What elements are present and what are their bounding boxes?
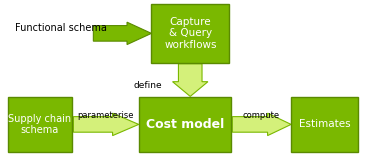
Text: Functional schema: Functional schema (15, 23, 107, 33)
FancyBboxPatch shape (8, 97, 72, 152)
Text: Cost model: Cost model (146, 118, 224, 131)
Polygon shape (73, 113, 139, 136)
Text: Capture
& Query
workflows: Capture & Query workflows (164, 17, 217, 50)
Text: Supply chain
schema: Supply chain schema (8, 114, 71, 135)
Polygon shape (93, 22, 151, 45)
FancyBboxPatch shape (139, 97, 231, 152)
Polygon shape (173, 64, 208, 96)
FancyBboxPatch shape (151, 4, 229, 63)
Polygon shape (232, 113, 291, 136)
Text: Estimates: Estimates (299, 119, 350, 129)
Text: define: define (133, 81, 162, 90)
Text: parameterise: parameterise (77, 111, 134, 120)
Text: compute: compute (242, 111, 279, 120)
FancyBboxPatch shape (291, 97, 358, 152)
